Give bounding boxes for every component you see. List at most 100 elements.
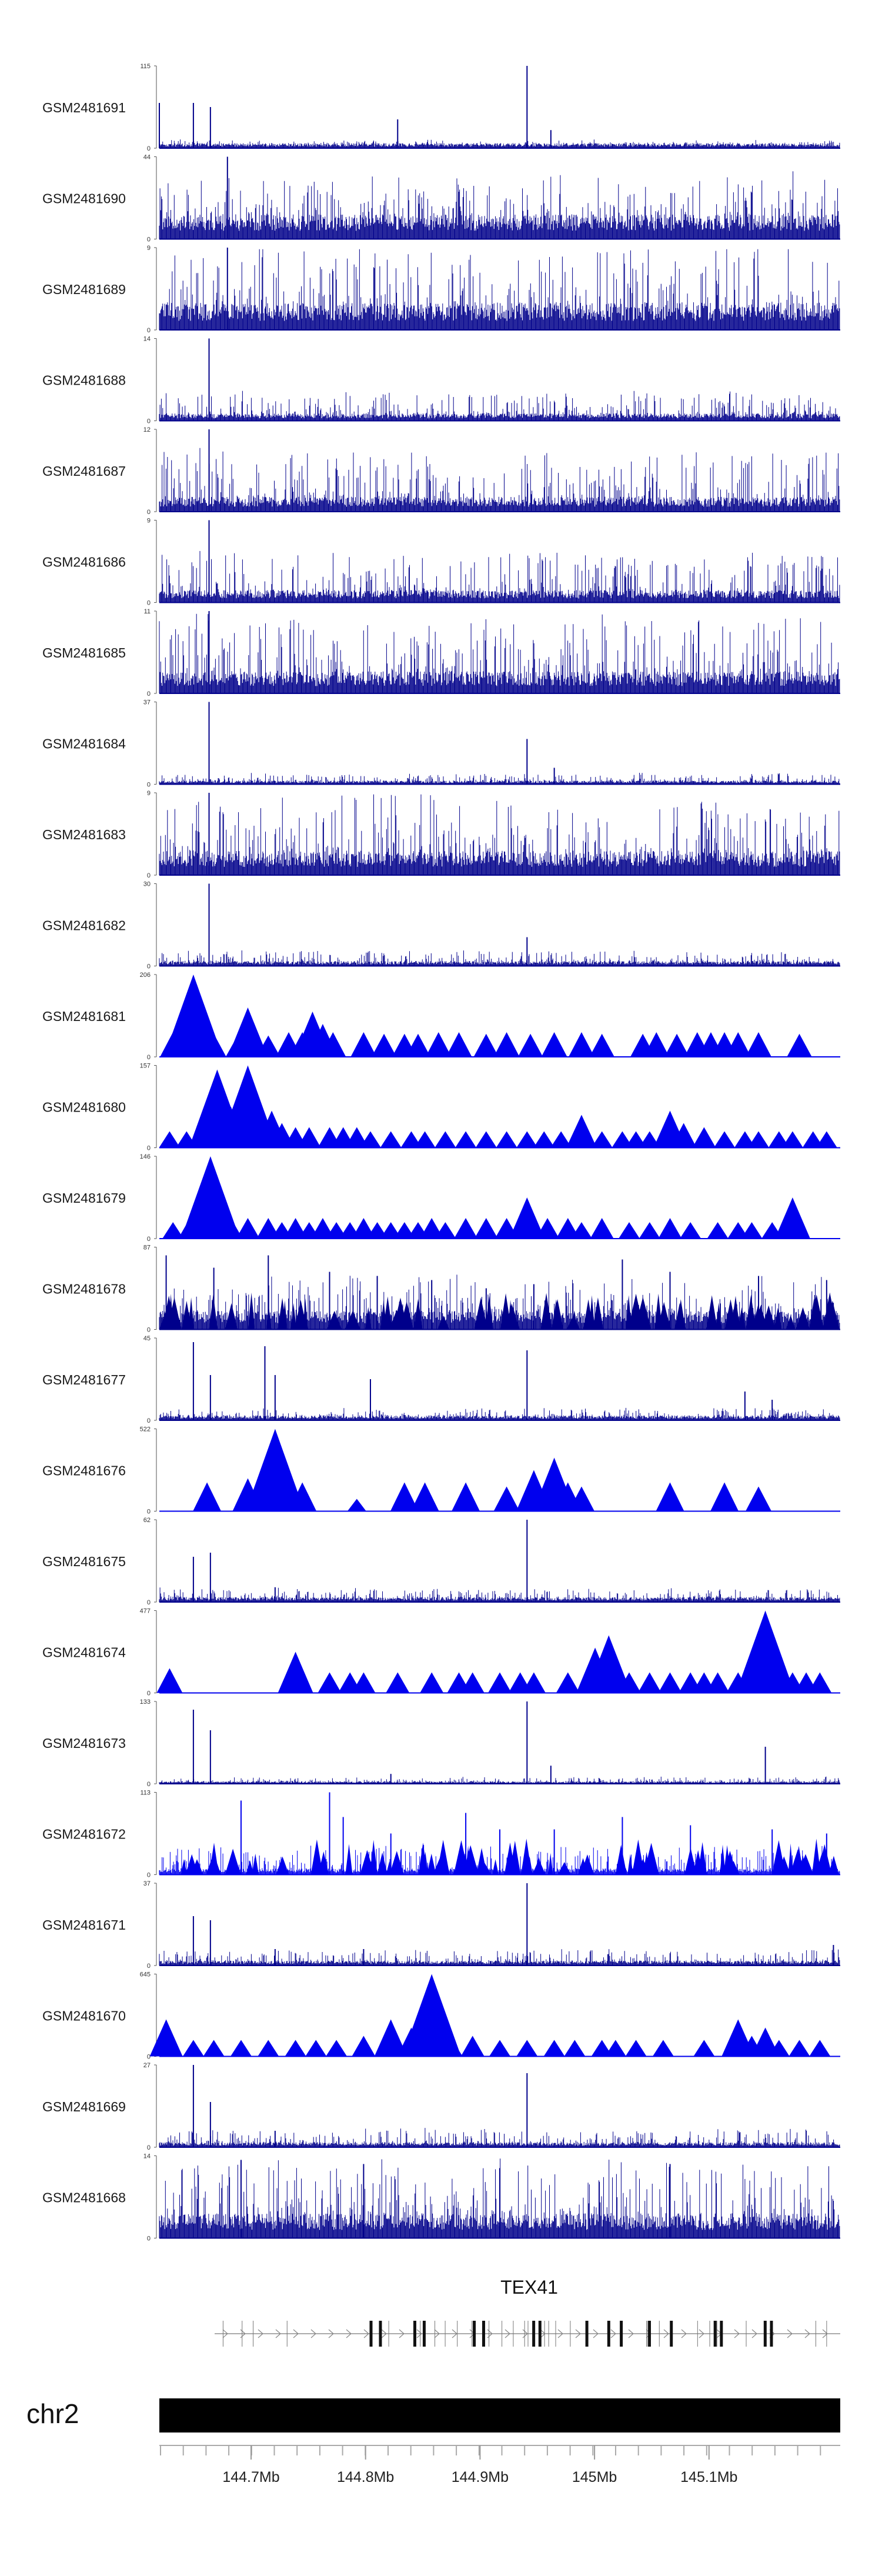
strand-arrow <box>522 2329 528 2338</box>
signal-peak <box>232 1478 263 1511</box>
track-label: GSM2481683 <box>42 827 126 842</box>
signal-peak <box>625 2040 647 2057</box>
gene-exon <box>647 2321 651 2347</box>
signal-triangles <box>159 1292 840 1330</box>
signal-peak <box>230 2040 252 2057</box>
track-label: GSM2481685 <box>42 645 126 660</box>
strand-arrow <box>328 2329 334 2338</box>
strand-arrow <box>663 2329 669 2338</box>
track-GSM2481670: GSM2481670 645 0 <box>42 1971 840 2061</box>
signal-peak <box>149 2019 183 2057</box>
signal-peak <box>160 1032 186 1057</box>
track-GSM2481686: GSM2481686 9 0 <box>42 518 840 607</box>
strand-arrow <box>275 2329 281 2338</box>
y-max-label: 44 <box>143 154 151 161</box>
strand-arrow <box>434 2329 440 2338</box>
y-max-label: 133 <box>140 1699 151 1706</box>
y-max-label: 9 <box>147 245 151 252</box>
signal-peak <box>326 2040 348 2057</box>
gene-exon <box>379 2321 382 2347</box>
y-max-label: 37 <box>143 1880 151 1887</box>
track-GSM2481689: GSM2481689 9 0 <box>42 245 840 334</box>
y-min-label: 0 <box>147 872 151 879</box>
track-label: GSM2481687 <box>42 463 126 479</box>
track-GSM2481673: GSM2481673 133 0 <box>42 1699 840 1788</box>
signal-peak <box>489 2040 510 2057</box>
signal-spikes <box>159 1587 840 1602</box>
signal-peak <box>706 1672 730 1693</box>
y-max-label: 477 <box>140 1608 151 1615</box>
signal-peak <box>571 1222 592 1239</box>
track-GSM2481685: GSM2481685 11 0 <box>42 608 840 698</box>
y-min-label: 0 <box>147 1963 151 1970</box>
signal-peak <box>656 1482 684 1511</box>
signal-peak <box>245 1429 305 1511</box>
signal-peak <box>435 1131 456 1148</box>
track-GSM2481680: GSM2481680 157 0 <box>42 1063 840 1152</box>
signal-peak <box>305 2040 327 2057</box>
y-max-label: 37 <box>143 699 151 706</box>
signal-peak <box>283 1218 308 1239</box>
y-max-label: 645 <box>140 1971 151 1978</box>
strand-arrow <box>681 2329 687 2338</box>
signal-peak <box>522 1672 546 1693</box>
signal-peak <box>639 1131 660 1148</box>
track-label: GSM2481682 <box>42 918 126 933</box>
strand-arrow <box>628 2329 634 2338</box>
y-min-label: 0 <box>147 1417 151 1424</box>
signal-peak <box>460 2036 485 2057</box>
signal-peak <box>533 1131 555 1148</box>
strand-arrow <box>822 2329 828 2338</box>
signal-peak <box>288 1482 317 1511</box>
y-max-label: 62 <box>143 1517 151 1524</box>
signal-peak <box>475 1131 497 1148</box>
chromosome-label: chr2 <box>26 2398 79 2429</box>
signal-peak <box>566 1115 597 1148</box>
signal-peak <box>425 1032 452 1057</box>
track-GSM2481687: GSM2481687 12 0 <box>42 426 840 516</box>
signal-peak <box>420 1218 444 1239</box>
track-label: GSM2481668 <box>42 2190 126 2205</box>
signal-spikes <box>159 171 840 239</box>
strand-arrow <box>452 2329 457 2338</box>
gene-exon <box>532 2321 536 2347</box>
signal-peak <box>473 1033 499 1057</box>
signal-peak <box>446 1032 472 1057</box>
signal-peak <box>693 2040 715 2057</box>
signal-peak <box>405 1033 431 1057</box>
signal-spikes <box>159 2128 840 2147</box>
track-GSM2481682: GSM2481682 30 0 <box>42 881 840 970</box>
gene-exon <box>713 2321 717 2347</box>
signal-peak <box>612 1131 633 1148</box>
y-min-label: 0 <box>147 509 151 516</box>
signal-peak <box>159 1131 181 1148</box>
gene-exon <box>620 2321 623 2347</box>
signal-peak <box>746 1032 771 1057</box>
signal-peak <box>400 1131 422 1148</box>
gene-exon <box>482 2321 486 2347</box>
x-tick-label: 145Mb <box>572 2469 617 2485</box>
y-max-label: 12 <box>143 426 151 433</box>
signal-peak <box>156 1668 183 1693</box>
signal-peak <box>191 1214 217 1239</box>
y-min-label: 0 <box>147 1690 151 1697</box>
signal-peak <box>410 1482 439 1511</box>
gene-exon <box>585 2321 589 2347</box>
signal-spikes <box>159 550 840 603</box>
signal-peak <box>658 1218 682 1239</box>
signal-peak <box>589 1033 614 1057</box>
signal-peak <box>228 1007 268 1057</box>
track-GSM2481668: GSM2481668 14 0 <box>42 2153 840 2243</box>
gene-exon <box>413 2321 416 2347</box>
signal-peak <box>809 2040 831 2057</box>
y-max-label: 14 <box>143 336 151 343</box>
signal-peak <box>556 1218 580 1239</box>
y-max-label: 11 <box>144 608 151 615</box>
y-max-label: 157 <box>140 1063 151 1070</box>
signal-peak <box>789 2040 810 2057</box>
signal-peak <box>516 1131 538 1148</box>
signal-peak <box>802 1131 824 1148</box>
signal-peak <box>414 1131 436 1148</box>
y-max-label: 115 <box>140 63 151 70</box>
